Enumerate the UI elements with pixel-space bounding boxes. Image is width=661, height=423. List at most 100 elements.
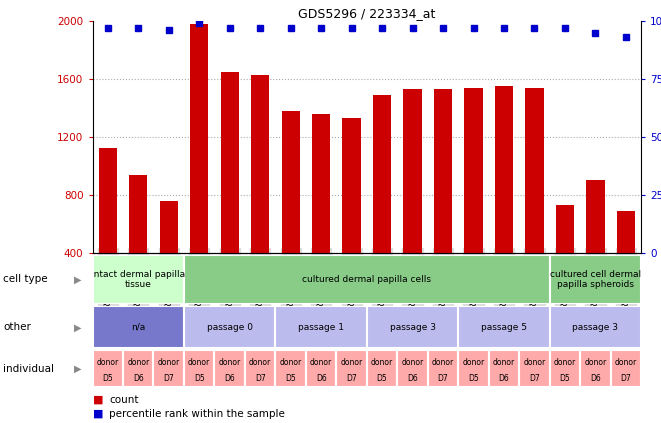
Bar: [251, 75, 269, 253]
Text: D7: D7: [529, 374, 540, 384]
Bar: [520, 350, 550, 387]
Text: donor: donor: [463, 358, 485, 367]
Bar: [525, 88, 543, 253]
Text: donor: donor: [432, 358, 454, 367]
Bar: [550, 306, 641, 349]
Bar: [276, 350, 306, 387]
Text: ▶: ▶: [74, 275, 82, 284]
Text: donor: donor: [615, 358, 637, 367]
Bar: [276, 306, 367, 349]
Bar: [184, 255, 550, 304]
Bar: [184, 306, 276, 349]
Bar: [184, 350, 214, 387]
Bar: [428, 350, 458, 387]
Text: D5: D5: [468, 374, 479, 384]
Text: intact dermal papilla
tissue: intact dermal papilla tissue: [91, 270, 185, 289]
Text: D7: D7: [163, 374, 174, 384]
Bar: [306, 350, 336, 387]
Text: n/a: n/a: [131, 323, 145, 332]
Text: ■: ■: [93, 409, 106, 419]
Text: donor: donor: [280, 358, 302, 367]
Text: cell type: cell type: [3, 275, 48, 284]
Bar: [190, 24, 208, 253]
Bar: [403, 89, 422, 253]
Bar: [586, 180, 605, 253]
Bar: [580, 350, 611, 387]
Bar: [397, 350, 428, 387]
Bar: [312, 114, 330, 253]
Text: D6: D6: [224, 374, 235, 384]
Text: donor: donor: [249, 358, 271, 367]
Text: D5: D5: [194, 374, 205, 384]
Bar: [93, 350, 123, 387]
Text: count: count: [109, 395, 139, 405]
Title: GDS5296 / 223334_at: GDS5296 / 223334_at: [298, 7, 436, 20]
Bar: [458, 306, 550, 349]
Bar: [214, 350, 245, 387]
Text: passage 3: passage 3: [572, 323, 619, 332]
Text: donor: donor: [371, 358, 393, 367]
Text: passage 3: passage 3: [389, 323, 436, 332]
Text: cultured cell dermal
papilla spheroids: cultured cell dermal papilla spheroids: [550, 270, 641, 289]
Bar: [367, 306, 458, 349]
Text: percentile rank within the sample: percentile rank within the sample: [109, 409, 285, 419]
Text: donor: donor: [219, 358, 241, 367]
Bar: [465, 88, 483, 253]
Text: D7: D7: [346, 374, 357, 384]
Bar: [129, 175, 147, 253]
Bar: [93, 255, 184, 304]
Bar: [153, 350, 184, 387]
Text: donor: donor: [310, 358, 332, 367]
Text: donor: donor: [584, 358, 607, 367]
Text: cultured dermal papilla cells: cultured dermal papilla cells: [302, 275, 432, 284]
Bar: [556, 205, 574, 253]
Text: ▶: ▶: [74, 364, 82, 374]
Bar: [159, 201, 178, 253]
Text: other: other: [3, 322, 31, 332]
Text: D5: D5: [377, 374, 387, 384]
Bar: [98, 148, 117, 253]
Bar: [617, 211, 635, 253]
Text: D6: D6: [133, 374, 143, 384]
Text: donor: donor: [127, 358, 149, 367]
Bar: [221, 72, 239, 253]
Text: D5: D5: [286, 374, 296, 384]
Text: D7: D7: [254, 374, 266, 384]
Bar: [342, 118, 361, 253]
Text: D6: D6: [407, 374, 418, 384]
Bar: [373, 95, 391, 253]
Bar: [434, 89, 452, 253]
Text: donor: donor: [401, 358, 424, 367]
Text: donor: donor: [493, 358, 515, 367]
Bar: [245, 350, 276, 387]
Bar: [458, 350, 488, 387]
Text: donor: donor: [340, 358, 363, 367]
Text: D5: D5: [102, 374, 113, 384]
Text: passage 0: passage 0: [207, 323, 253, 332]
Text: D6: D6: [316, 374, 327, 384]
Text: D6: D6: [498, 374, 510, 384]
Text: donor: donor: [157, 358, 180, 367]
Text: donor: donor: [188, 358, 210, 367]
Text: ▶: ▶: [74, 322, 82, 332]
Bar: [611, 350, 641, 387]
Bar: [282, 111, 300, 253]
Bar: [550, 350, 580, 387]
Text: passage 5: passage 5: [481, 323, 527, 332]
Text: D7: D7: [621, 374, 631, 384]
Bar: [367, 350, 397, 387]
Bar: [488, 350, 520, 387]
Bar: [495, 86, 513, 253]
Text: D6: D6: [590, 374, 601, 384]
Text: D7: D7: [438, 374, 448, 384]
Text: donor: donor: [97, 358, 119, 367]
Text: individual: individual: [3, 364, 54, 374]
Text: D5: D5: [560, 374, 570, 384]
Text: donor: donor: [524, 358, 545, 367]
Text: donor: donor: [554, 358, 576, 367]
Text: ■: ■: [93, 395, 106, 405]
Bar: [123, 350, 153, 387]
Bar: [550, 255, 641, 304]
Bar: [336, 350, 367, 387]
Bar: [93, 306, 184, 349]
